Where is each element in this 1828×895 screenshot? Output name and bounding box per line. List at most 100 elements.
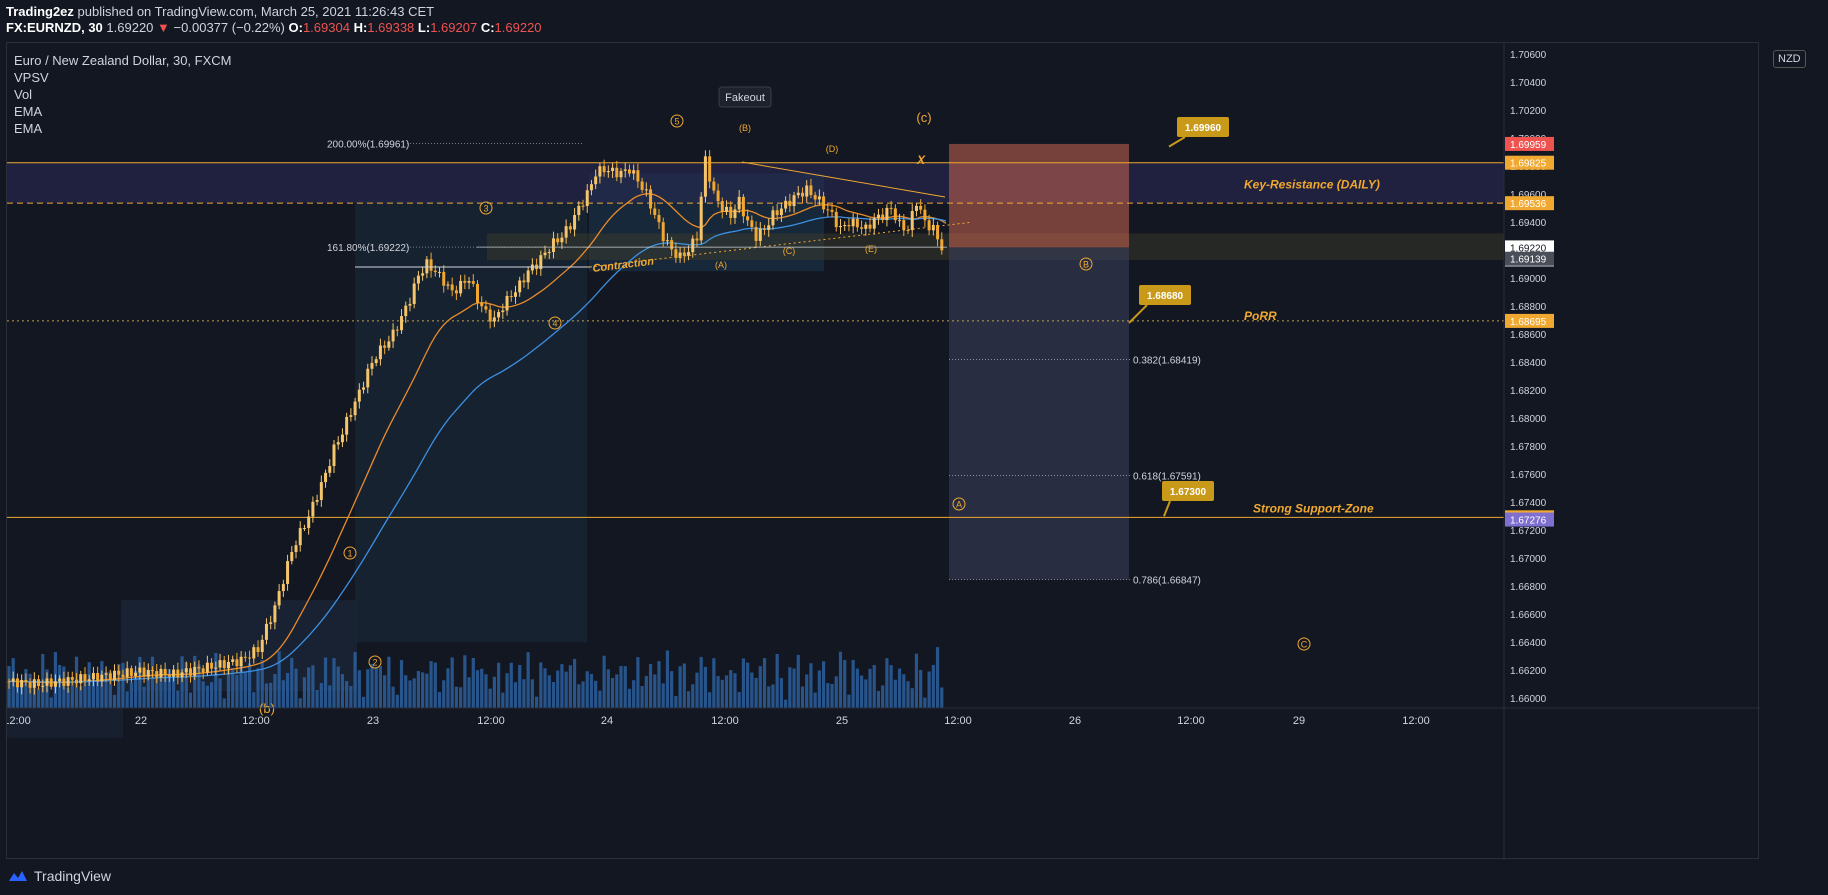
legend-title[interactable]: Euro / New Zealand Dollar, 30, FXCM — [14, 53, 232, 68]
volume-bar — [290, 657, 294, 708]
candle-body — [754, 227, 758, 241]
candle-body — [438, 271, 442, 273]
time-axis-tick: 23 — [367, 715, 379, 727]
price-chart[interactable]: 200.00%(1.69961) 161.80%(1.69222) 0.382(1.… — [7, 43, 1760, 860]
volume-bar — [539, 662, 543, 708]
candle-body — [324, 472, 328, 483]
candle-body — [332, 444, 336, 467]
candle-body — [243, 656, 247, 658]
high-label: H: — [353, 20, 368, 35]
candle-body — [91, 672, 95, 680]
volume-bar — [184, 662, 188, 708]
volume-bar — [480, 668, 484, 708]
volume-bar — [442, 680, 446, 708]
volume-bar — [163, 673, 167, 708]
candle-body — [24, 679, 28, 683]
published-text: published on TradingView.com, March 25, … — [77, 4, 435, 19]
candle-body — [644, 189, 648, 191]
volume-bar — [83, 674, 87, 708]
volume-bar — [205, 685, 209, 708]
candle-body — [155, 671, 159, 678]
candle-body — [395, 329, 399, 331]
candle-body — [408, 304, 412, 306]
volume-bar — [581, 681, 585, 708]
volume-bar — [383, 675, 387, 708]
volume-bar — [762, 658, 767, 708]
candle-body — [771, 210, 775, 226]
candle-body — [497, 312, 501, 318]
low-value: 1.69207 — [430, 20, 478, 35]
candle-body — [96, 672, 100, 682]
volume-bar — [408, 680, 412, 708]
candle-body — [79, 674, 83, 684]
candle-body — [606, 171, 610, 173]
candle-body — [809, 185, 813, 196]
candle-body — [7, 681, 11, 683]
volume-bar — [847, 694, 851, 708]
price-axis-tick: 1.70600 — [1510, 50, 1547, 61]
candle-body — [58, 678, 62, 682]
volume-bar — [15, 684, 20, 708]
chart-frame[interactable]: 200.00%(1.69961) 161.80%(1.69222) 0.382(1.… — [6, 42, 1760, 860]
volume-bar — [834, 676, 838, 708]
price-axis-tick: 1.69000 — [1510, 274, 1547, 285]
candle-body — [750, 220, 754, 228]
volume-bar — [218, 678, 222, 708]
volume-bar — [252, 692, 256, 708]
candle-body — [505, 295, 509, 311]
candle-body — [442, 271, 446, 286]
candle-body — [712, 181, 716, 191]
volume-bar — [134, 670, 138, 708]
candle-body — [167, 675, 171, 677]
candle-body — [577, 205, 581, 216]
candle-body — [416, 275, 420, 284]
volume-bar — [644, 676, 648, 708]
candle-body — [45, 678, 49, 686]
legend-item-ema-1[interactable]: EMA — [14, 104, 43, 119]
legend-item-vpsv[interactable]: VPSV — [14, 70, 49, 85]
candle-body — [910, 210, 914, 231]
candle-body — [302, 528, 306, 530]
candle-body — [184, 668, 188, 673]
volume-bar — [96, 680, 100, 708]
volume-bar — [454, 686, 458, 708]
volume-bar — [285, 672, 290, 708]
publish-header: Trading2ez published on TradingView.com,… — [0, 0, 1828, 40]
time-axis-tick: 12:00 — [1402, 715, 1430, 727]
volume-bar — [640, 686, 644, 708]
volume-bar — [724, 675, 729, 708]
volume-bar — [273, 674, 277, 708]
volume-bar — [796, 654, 800, 708]
candle-body — [311, 501, 315, 517]
volume-bar — [872, 664, 876, 708]
candle-body — [678, 252, 682, 258]
legend-item-vol[interactable]: Vol — [14, 87, 33, 102]
volume-bar — [391, 686, 395, 708]
candle-body — [446, 284, 450, 286]
volume-bar — [298, 698, 302, 708]
candle-body — [252, 647, 256, 659]
candle-body — [708, 156, 712, 182]
tradingview-branding[interactable]: TradingView — [8, 868, 111, 884]
volume-bar — [906, 681, 910, 708]
volume-bar — [876, 690, 881, 708]
candle-body — [691, 238, 695, 253]
volume-bar — [893, 679, 897, 708]
volume-bar — [91, 674, 96, 708]
wave-future-a — [952, 497, 966, 511]
candle-body — [421, 273, 425, 276]
volume-bar — [935, 647, 940, 708]
candle-body — [117, 670, 121, 675]
legend-item-ema-2[interactable]: EMA — [14, 121, 43, 136]
volume-bar — [716, 676, 720, 708]
publisher-name[interactable]: Trading2ez — [6, 4, 74, 19]
candle-body — [260, 639, 264, 653]
volume-bar — [733, 673, 737, 708]
candle-body — [598, 166, 602, 177]
volume-bar — [518, 664, 522, 708]
candle-body — [611, 167, 615, 172]
candle-body — [159, 668, 163, 678]
candle-body — [881, 214, 885, 221]
currency-badge[interactable]: NZD — [1773, 50, 1806, 68]
symbol-name[interactable]: FX:EURNZD, 30 — [6, 20, 103, 35]
